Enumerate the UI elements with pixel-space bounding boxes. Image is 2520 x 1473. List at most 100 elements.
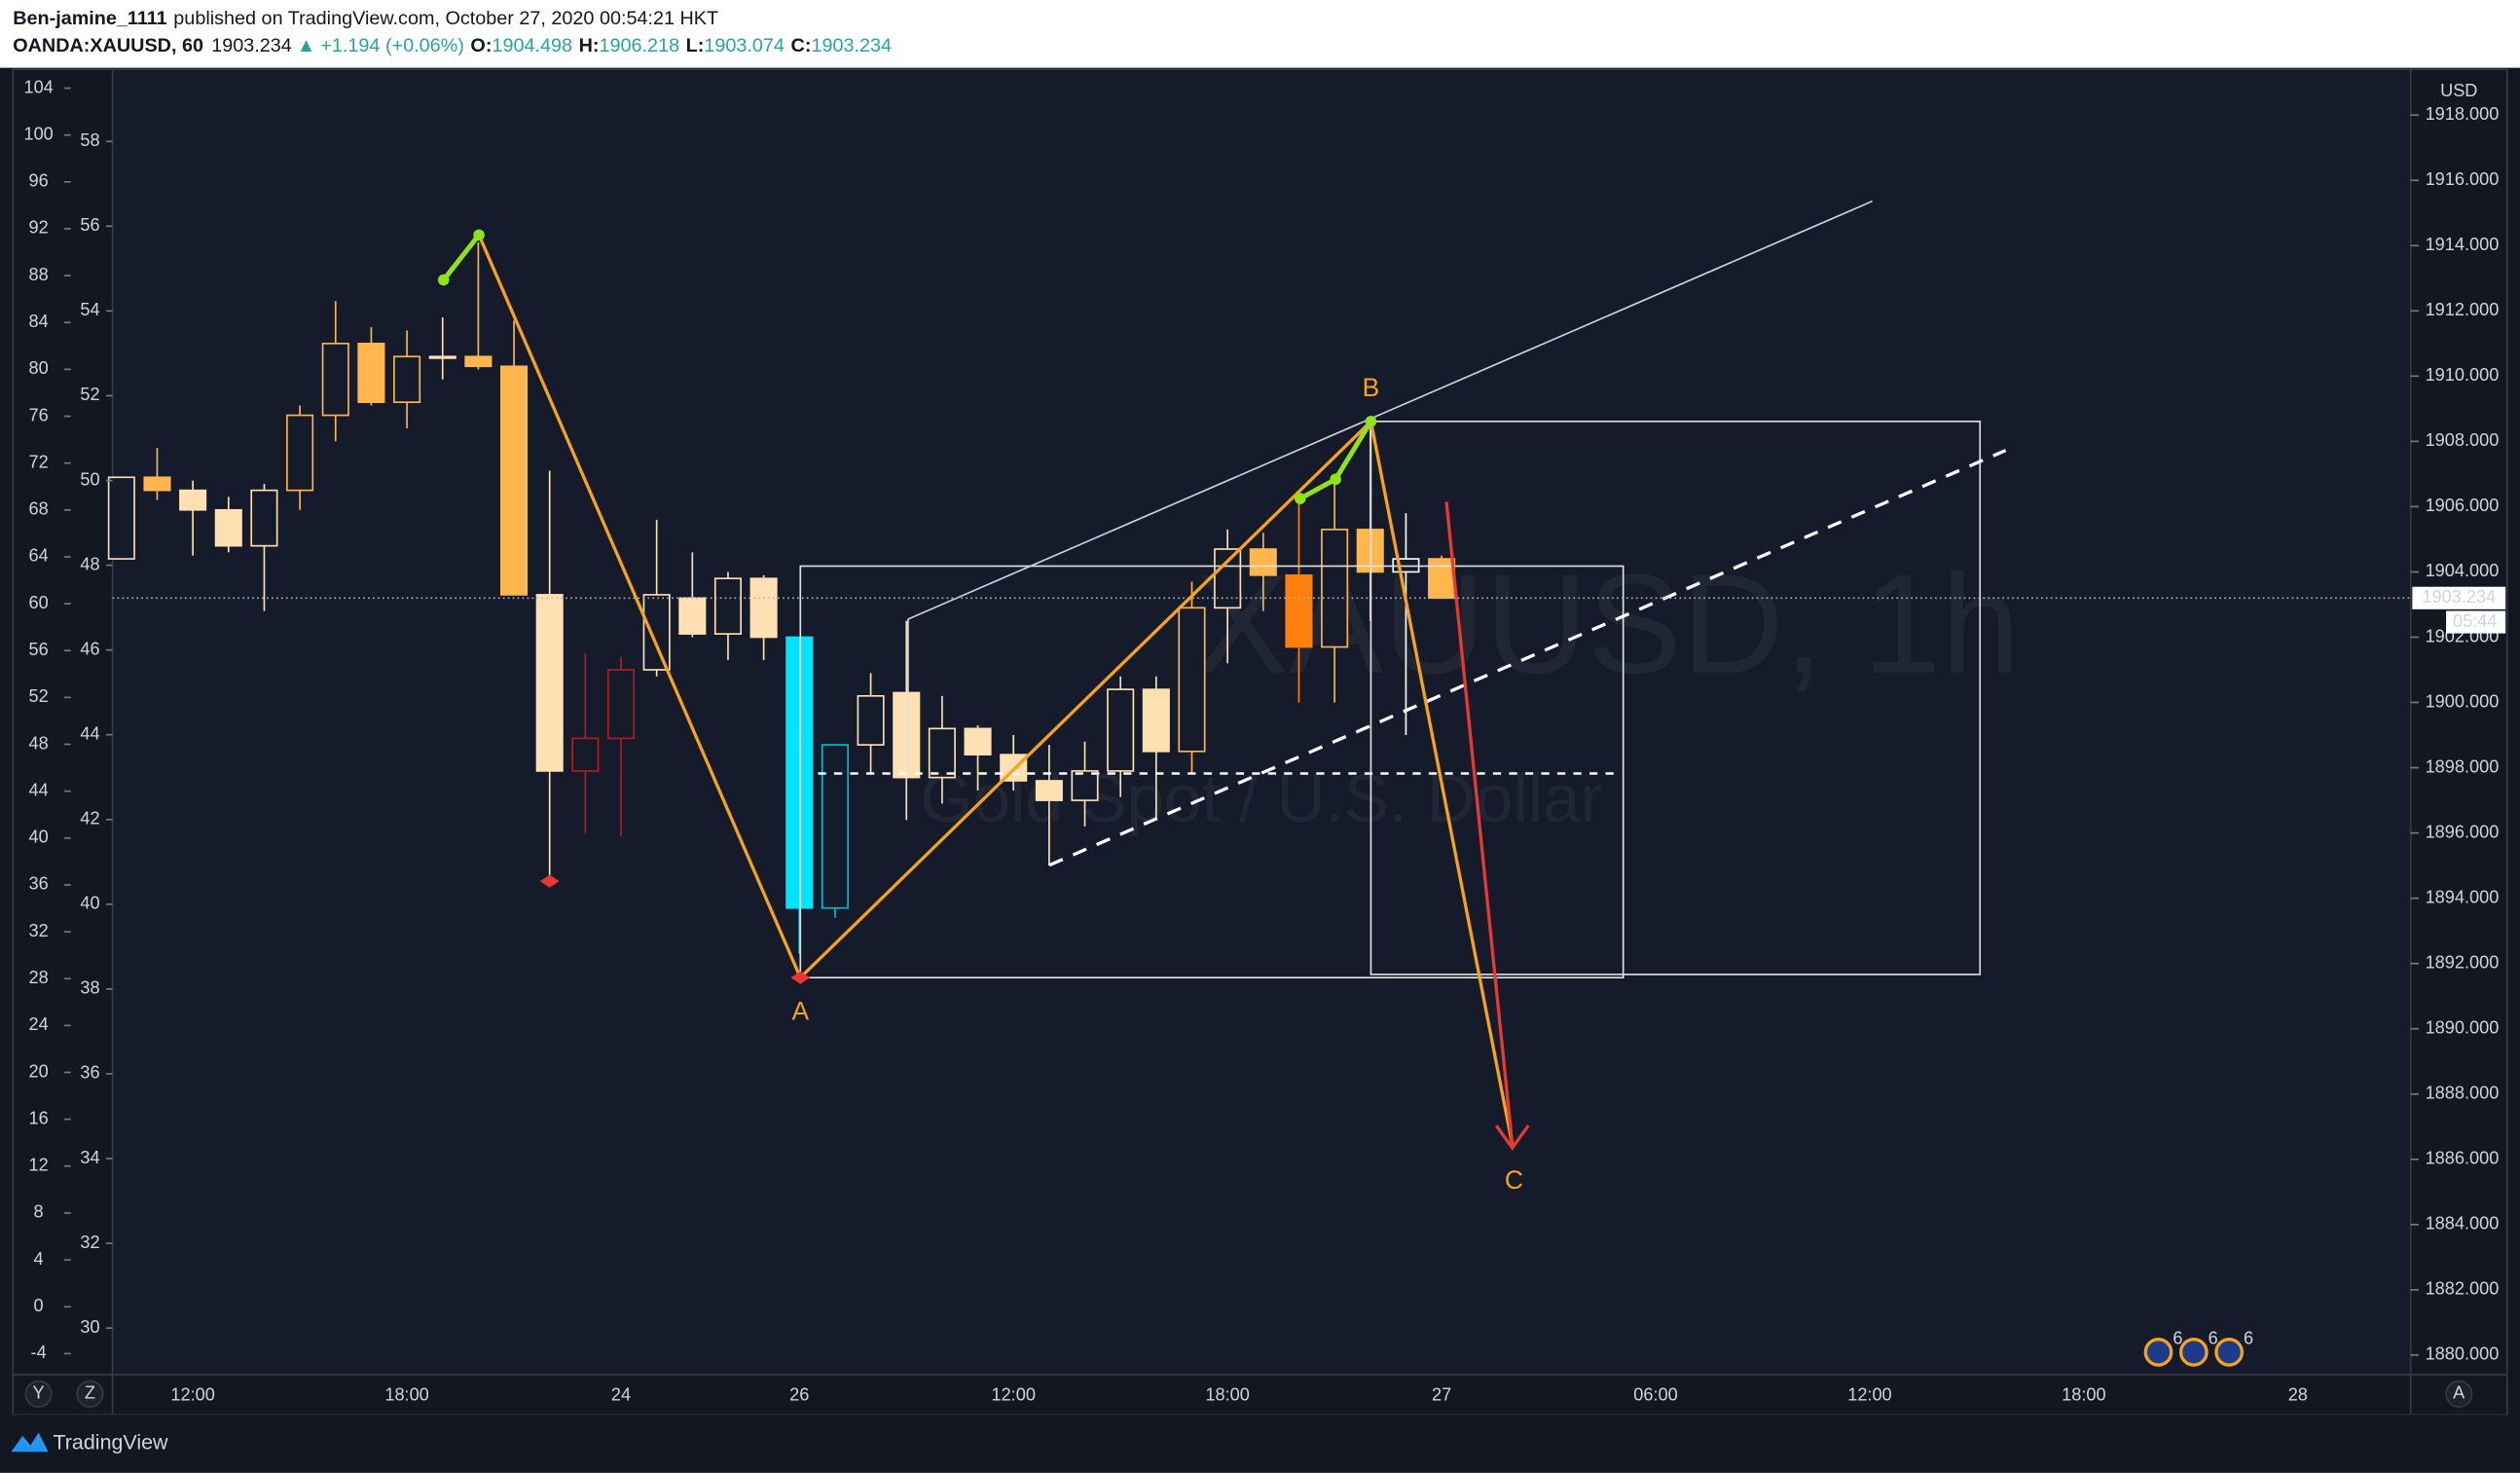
candle-body: [678, 597, 707, 635]
left-tick-label: 56: [29, 640, 49, 659]
button-label: A: [2453, 1383, 2465, 1403]
event-badge[interactable]: [2214, 1338, 2245, 1367]
pivot: [473, 229, 485, 241]
candle-body: [428, 355, 457, 359]
left-tick-label: 24: [29, 1014, 49, 1034]
button[interactable]: [24, 1380, 53, 1408]
scale-buttons: Y Z A: [24, 1380, 2473, 1408]
left-tick-label: 52: [80, 385, 99, 404]
candle-body: [1285, 573, 1313, 648]
y-tick-label: 1894.000: [2426, 887, 2500, 906]
pivot: [1365, 416, 1377, 427]
left-tick-label: 20: [29, 1061, 49, 1081]
y-tick-label: 1906.000: [2426, 496, 2500, 515]
x-tick-label: 18:00: [1205, 1384, 1249, 1404]
candle-body: [571, 737, 600, 772]
pivot: [1330, 473, 1341, 486]
candle-body: [321, 343, 349, 417]
left-tick-label: 54: [80, 300, 99, 319]
header-bg: [0, 0, 2520, 68]
plot: [107, 241, 1456, 954]
ohlc-key: H:: [579, 35, 600, 56]
left-tick-label: 42: [80, 809, 99, 829]
x-tick-label: 18:00: [2062, 1384, 2105, 1404]
left-tick-label: 32: [29, 921, 49, 940]
candle-body: [1321, 529, 1349, 648]
x-tick-label: 24: [611, 1384, 631, 1404]
x-tick-label: 18:00: [384, 1384, 428, 1404]
event-badge[interactable]: [2178, 1338, 2209, 1367]
left-tick-label: 34: [80, 1148, 99, 1167]
zigzag: [477, 234, 1515, 1146]
left-tick-label: 56: [80, 215, 99, 235]
button[interactable]: [2445, 1380, 2473, 1408]
arrow: ▲: [297, 35, 316, 56]
y-tick-label: 1886.000: [2426, 1149, 2500, 1168]
candle-body: [286, 414, 314, 492]
left-tick-label: 50: [80, 469, 99, 489]
candle-body: [606, 669, 636, 740]
candle-body: [1035, 780, 1063, 801]
range-box: [799, 565, 1625, 978]
event-badge[interactable]: [2143, 1338, 2173, 1367]
left-tick-label: 36: [80, 1063, 99, 1083]
left-tick-label: 68: [29, 499, 49, 519]
left-tick-label: 8: [34, 1202, 44, 1222]
left-tick-label: 36: [29, 874, 49, 894]
left-tick-label: 28: [29, 968, 49, 987]
left-tick-label: 30: [80, 1317, 99, 1337]
y-tick-label: 1912.000: [2426, 300, 2500, 319]
left-tick-label: -4: [31, 1343, 47, 1362]
ohlc-value: 1904.498: [492, 35, 572, 56]
candle-body: [1428, 558, 1456, 600]
candle-body: [1214, 548, 1242, 609]
left-tick-label: 16: [29, 1108, 49, 1127]
change: +1.194 (+0.06%): [320, 35, 463, 56]
left-tick-label: 60: [29, 593, 49, 612]
arrow-line: [1444, 501, 1515, 1146]
left-tick-label: 44: [29, 780, 49, 799]
low-marker: [539, 874, 560, 888]
x-tick-label: 27: [1432, 1384, 1451, 1404]
brand: TradingView: [53, 1431, 168, 1455]
left-tick-label: 80: [29, 358, 49, 378]
left-tick-label: 72: [29, 452, 49, 471]
candle-body: [214, 508, 242, 547]
y-tick-label: 1884.000: [2426, 1214, 2500, 1234]
x-tick-label: 12:00: [170, 1384, 214, 1404]
symbol: OANDA:XAUUSD, 60: [13, 35, 203, 56]
published: published on TradingView.com, October 27…: [173, 8, 718, 29]
candle-body: [785, 636, 814, 909]
y-tick-label: 1908.000: [2426, 430, 2500, 450]
left-tick-label: 32: [80, 1233, 99, 1252]
target-box: [1370, 421, 1982, 976]
badges: 6 6 6: [2143, 1328, 2253, 1367]
x-tick-label: 26: [789, 1384, 809, 1404]
y-tick-label: 1898.000: [2426, 756, 2500, 776]
left-tick-label: 76: [29, 405, 49, 424]
left-tick-label: 84: [29, 312, 49, 331]
badge-count: 6: [2244, 1328, 2253, 1347]
candle-body: [1249, 548, 1277, 576]
candle-body: [393, 355, 421, 403]
watermark: XAUUSD, 1h: [1194, 544, 2020, 703]
y-tick-label: 1900.000: [2426, 691, 2500, 711]
y-tick-label: 1914.000: [2426, 235, 2500, 254]
left-tick-label: 96: [29, 171, 49, 191]
plot-bg: [112, 69, 2411, 1376]
swing-high: [441, 233, 481, 282]
candle-body: [179, 489, 207, 511]
trend-line: [907, 200, 1873, 620]
candle-body: [749, 577, 778, 639]
y-tick-label: 1916.000: [2426, 169, 2500, 189]
left-tick-label: 0: [34, 1296, 44, 1315]
y-tick-label: 1904.000: [2426, 561, 2500, 580]
publish-line: Ben-jamine_1111 published on TradingView.…: [13, 8, 718, 29]
candle-body: [1107, 688, 1135, 772]
button[interactable]: [76, 1380, 104, 1408]
price-tag: [2412, 586, 2506, 609]
left-tick-label: 48: [29, 733, 49, 753]
pivot: [437, 274, 450, 286]
